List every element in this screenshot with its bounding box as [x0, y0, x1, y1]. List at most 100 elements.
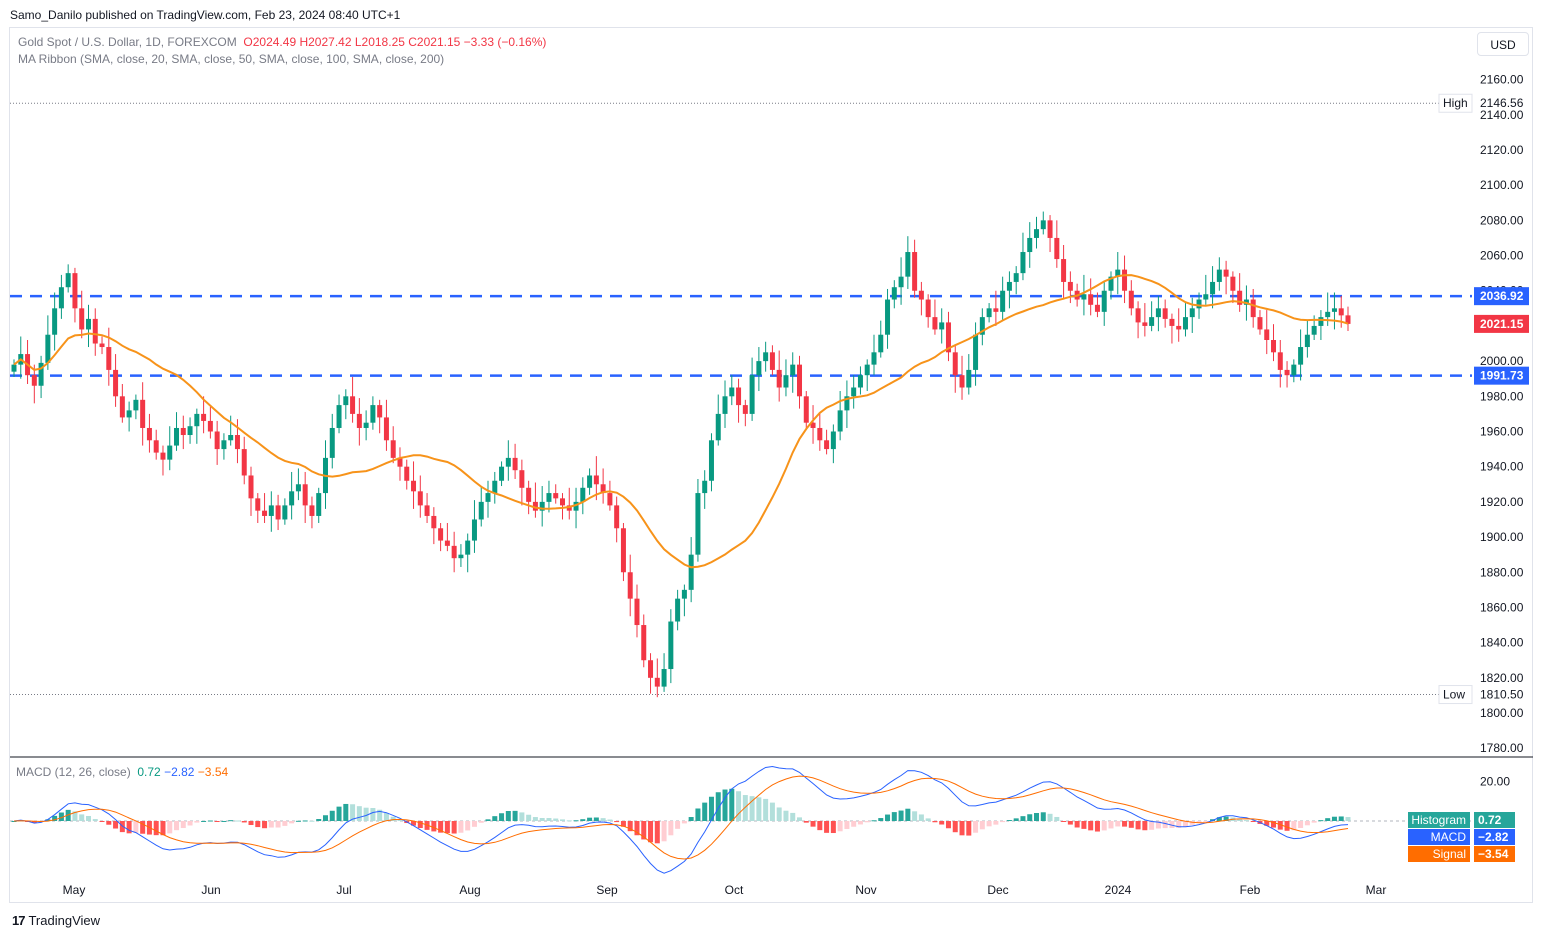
macd-hist-bar	[45, 819, 51, 821]
macd-hist-bar	[1291, 821, 1297, 831]
candle	[167, 445, 173, 460]
candle	[817, 427, 823, 441]
candle	[681, 589, 687, 599]
macd-hist-bar	[1284, 821, 1290, 831]
y-tick-label: 2080.00	[1480, 213, 1524, 227]
macd-hist-bar	[864, 821, 870, 823]
candle	[532, 501, 538, 511]
x-tick-label: Jul	[336, 883, 351, 897]
candle	[113, 369, 119, 397]
candle	[688, 554, 694, 590]
macd-hist-bar	[1108, 821, 1114, 829]
macd-hist-bar	[776, 807, 782, 821]
macd-hist-bar	[1020, 816, 1026, 821]
macd-tag-box	[1408, 829, 1470, 845]
macd-hist-bar	[817, 821, 823, 831]
candle	[417, 491, 423, 506]
symbol-name[interactable]: Gold Spot / U.S. Dollar, 1D, FOREXCOM	[18, 35, 237, 49]
macd-hist-bar	[1203, 821, 1209, 822]
macd-tag-label: MACD	[1431, 830, 1467, 844]
macd-hist-bar	[451, 821, 457, 834]
currency-button[interactable]: USD	[1477, 32, 1529, 56]
macd-hist-bar	[559, 819, 565, 821]
y-tick-label: 1860.00	[1480, 600, 1524, 614]
macd-hist-bar	[1223, 816, 1229, 821]
macd-hist-bar	[1122, 821, 1128, 827]
y-tick-label: 1800.00	[1480, 706, 1524, 720]
candle	[444, 540, 450, 546]
x-tick-label: Mar	[1366, 883, 1387, 897]
macd-hist-bar	[668, 821, 674, 836]
tradingview-logo-icon: 17	[12, 913, 26, 928]
x-tick-label: Nov	[855, 883, 876, 897]
candle	[742, 405, 748, 414]
candle	[1264, 329, 1270, 340]
candle	[512, 457, 518, 471]
macd-hist-bar	[289, 821, 295, 824]
candle	[106, 347, 112, 370]
candle	[891, 287, 897, 300]
x-tick-label: Sep	[596, 883, 618, 897]
macd-hist-bar	[160, 821, 166, 836]
macd-value-label: 0.72	[1478, 813, 1502, 827]
candle	[336, 405, 342, 428]
macd-hist-bar	[871, 820, 877, 822]
candle	[1027, 237, 1033, 253]
y-tick-label: 2000.00	[1480, 354, 1524, 368]
footer-brand[interactable]: TradingView	[28, 913, 101, 928]
macd-hist-bar	[302, 820, 308, 822]
indicator-legend[interactable]: MA Ribbon (SMA, close, 20, SMA, close, 5…	[18, 52, 445, 66]
macd-hist-bar	[688, 817, 694, 821]
last-price-box	[1474, 314, 1529, 333]
macd-hist-bar	[1250, 821, 1256, 822]
macd-hist-bar	[1237, 819, 1243, 821]
candle	[390, 440, 396, 458]
candle	[810, 422, 816, 428]
macd-hist-bar	[187, 821, 193, 826]
candle	[844, 396, 850, 411]
macd-value-box	[1474, 829, 1515, 845]
macd-hist-bar	[966, 821, 972, 836]
macd-hist-bar	[505, 811, 511, 821]
candle	[627, 572, 633, 599]
candle	[350, 396, 356, 414]
x-tick-label: Jun	[201, 883, 220, 897]
candle	[1345, 315, 1351, 324]
candle	[1182, 317, 1188, 330]
macd-hist-bar	[58, 812, 64, 821]
candle	[546, 493, 552, 502]
candle	[52, 308, 58, 335]
last-price-label: 2021.15	[1480, 317, 1524, 331]
y-tick-label: 1840.00	[1480, 636, 1524, 650]
high-tag: High	[1443, 96, 1468, 110]
macd-hist-bar	[492, 816, 498, 821]
candle	[438, 528, 444, 541]
macd-hist-bar	[485, 819, 491, 821]
macd-hist-bar	[221, 820, 227, 822]
candle	[830, 431, 836, 450]
macd-hist-bar	[282, 821, 288, 826]
candle	[1142, 322, 1148, 326]
candle	[1230, 276, 1236, 291]
candle	[1067, 281, 1073, 291]
macd-hist-bar	[1264, 821, 1270, 826]
macd-hist-bar	[932, 821, 938, 823]
candle	[99, 343, 105, 348]
macd-hist-bar	[255, 821, 261, 828]
footer: 17 TradingView	[12, 913, 100, 928]
candle	[1298, 347, 1304, 365]
candle	[918, 290, 924, 300]
macd-legend[interactable]: MACD (12, 26, close) 0.72 −2.82 −3.54	[16, 765, 228, 779]
candle	[912, 252, 918, 291]
macd-hist-bar	[1196, 821, 1202, 823]
macd-hist-bar	[681, 821, 687, 824]
y-tick-label: 1940.00	[1480, 460, 1524, 474]
macd-hist-bar	[851, 821, 857, 827]
macd-hist-bar	[736, 791, 742, 821]
macd-hist-bar	[912, 811, 918, 821]
candle	[1325, 311, 1331, 318]
macd-hist-bar	[1304, 821, 1310, 826]
macd-hist-bar	[945, 821, 951, 829]
macd-hist-bar	[336, 806, 342, 821]
